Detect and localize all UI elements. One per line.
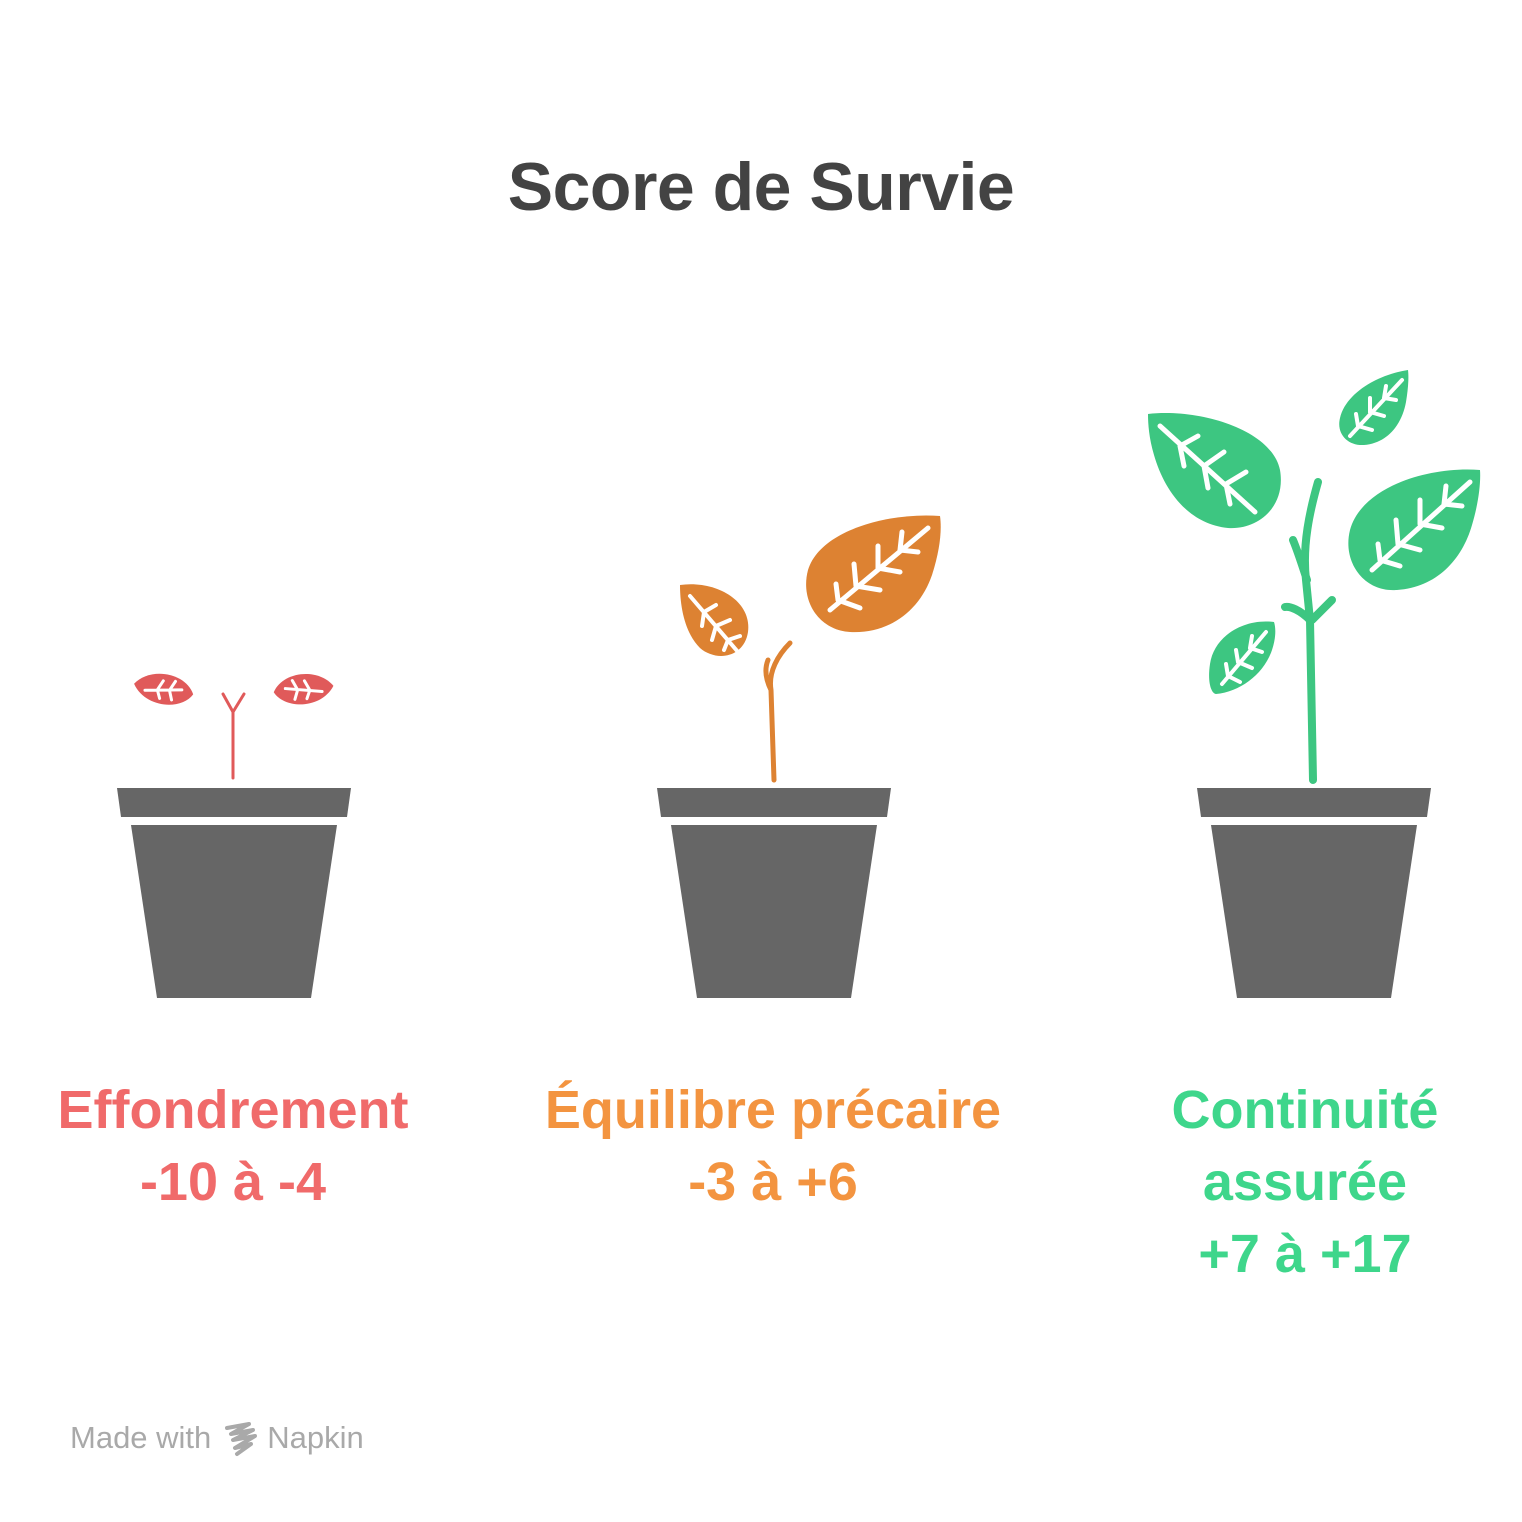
pot-icon-continuity bbox=[1197, 788, 1431, 998]
stage-label-continuity: Continuité assurée +7 à +17 bbox=[1045, 1074, 1522, 1290]
leaf-icon bbox=[1348, 469, 1481, 591]
stage-label-collapse: Effondrement -10 à -4 bbox=[0, 1074, 493, 1218]
stage-range: -10 à -4 bbox=[139, 1152, 327, 1212]
leaf-icon bbox=[134, 673, 194, 705]
stage-range: -3 à +6 bbox=[688, 1152, 858, 1212]
stage-name: Effondrement bbox=[57, 1080, 409, 1140]
leaf-icon bbox=[680, 584, 749, 656]
stage-name: Équilibre précaire bbox=[544, 1080, 1002, 1140]
pot-icon-collapse bbox=[117, 788, 351, 998]
stage-name-line1: Continuité bbox=[1171, 1080, 1439, 1140]
made-with-napkin-footer: Made with Napkin bbox=[70, 1418, 364, 1458]
stage-label-balance: Équilibre précaire -3 à +6 bbox=[513, 1074, 1033, 1218]
leaf-icon bbox=[1148, 413, 1281, 529]
leaf-icon bbox=[1209, 621, 1276, 694]
pot-icon-balance bbox=[657, 788, 891, 998]
young-plant-icon bbox=[680, 515, 941, 783]
made-with-text: Made with bbox=[70, 1420, 212, 1455]
leaf-icon bbox=[273, 674, 334, 705]
grown-plant-icon bbox=[1148, 370, 1481, 784]
diagram-title: Score de Survie bbox=[507, 149, 1015, 225]
leaf-icon bbox=[806, 515, 941, 633]
stage-name-line2: assurée bbox=[1202, 1152, 1408, 1212]
brand-text: Napkin bbox=[267, 1420, 364, 1455]
leaf-icon bbox=[1339, 370, 1409, 446]
stage-range: +7 à +17 bbox=[1198, 1224, 1412, 1284]
sprout-icon bbox=[134, 673, 334, 780]
napkin-logo-icon bbox=[225, 1422, 258, 1456]
